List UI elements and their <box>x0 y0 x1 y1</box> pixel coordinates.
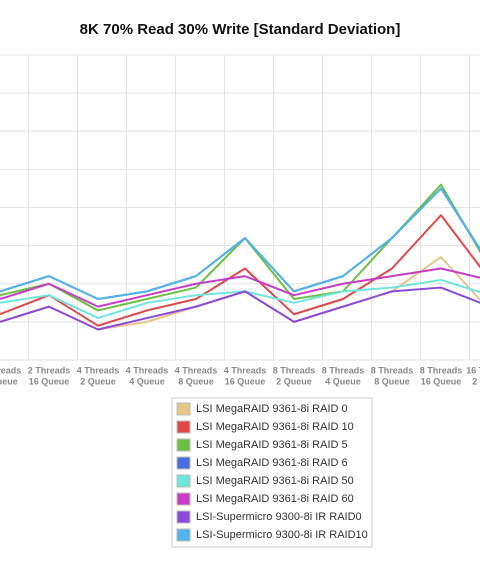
x-tick-label: 8 Threads <box>420 365 463 375</box>
x-tick-label: 2 Queue <box>472 376 480 386</box>
legend-label: LSI MegaRAID 9361-8i RAID 0 <box>196 403 348 415</box>
legend-label: LSI-Supermicro 9300-8i IR RAID10 <box>196 529 368 541</box>
x-tick-label: 16 Queue <box>29 376 70 386</box>
x-tick-label: 16 Queue <box>225 376 266 386</box>
legend-swatch <box>176 402 191 416</box>
legend-swatch <box>176 474 191 488</box>
series-line <box>0 187 480 300</box>
x-tick-label: 16 Threads <box>466 365 480 375</box>
legend-label: LSI MegaRAID 9361-8i RAID 5 <box>196 439 348 451</box>
legend-box <box>171 397 373 548</box>
x-tick-label: 16 Queue <box>421 376 462 386</box>
series-line <box>0 286 480 331</box>
series-line <box>0 267 480 308</box>
legend-swatch <box>176 510 191 524</box>
x-tick-label: 8 Threads <box>273 365 316 375</box>
legend-label: LSI MegaRAID 9361-8i RAID 10 <box>196 421 354 433</box>
chart-title: 8K 70% Read 30% Write [Standard Deviatio… <box>80 21 401 38</box>
legend-label: LSI-Supermicro 9300-8i IR RAID0 <box>196 511 362 523</box>
x-tick-label: 8 Threads <box>322 365 365 375</box>
x-tick-label: 4 Threads <box>224 365 267 375</box>
legend-label: LSI MegaRAID 9361-8i RAID 6 <box>196 457 348 469</box>
x-tick-label: 8 Queue <box>374 376 410 386</box>
x-tick-label: 8 Queue <box>0 376 18 386</box>
legend-swatch <box>176 420 191 434</box>
legend-swatch <box>176 528 191 542</box>
x-tick-label: 2 Queue <box>276 376 312 386</box>
x-tick-label: 4 Threads <box>175 365 218 375</box>
x-tick-label: 2 Threads <box>0 365 21 375</box>
legend-swatch <box>176 492 191 506</box>
x-tick-label: 4 Queue <box>129 376 165 386</box>
x-tick-label: 2 Threads <box>28 365 71 375</box>
series-line <box>0 278 480 320</box>
x-tick-label: 8 Threads <box>371 365 414 375</box>
x-tick-label: 4 Threads <box>77 365 120 375</box>
legend-swatch <box>176 456 191 470</box>
x-tick-label: 4 Queue <box>325 376 361 386</box>
x-tick-label: 8 Queue <box>178 376 214 386</box>
x-tick-label: 4 Threads <box>126 365 169 375</box>
legend-swatch <box>176 438 191 452</box>
x-tick-label: 2 Queue <box>80 376 116 386</box>
legend-label: LSI MegaRAID 9361-8i RAID 50 <box>196 475 354 487</box>
legend-label: LSI MegaRAID 9361-8i RAID 60 <box>196 493 354 505</box>
series-line <box>0 214 480 327</box>
